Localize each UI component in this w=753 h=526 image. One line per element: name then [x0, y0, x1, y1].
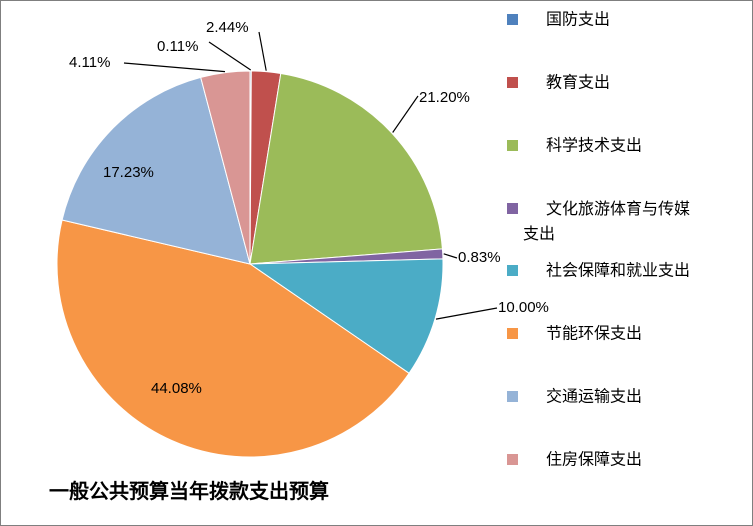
legend-label-6: 节能环保支出: [546, 324, 642, 343]
data-label-2: 2.44%: [206, 19, 249, 36]
leader-line-4: [443, 253, 458, 259]
data-label-6: 44.08%: [151, 380, 202, 397]
pie-slice-7: [61, 76, 251, 265]
chart-title: 一般公共预算当年拨款支出预算: [49, 479, 329, 503]
data-label-8: 4.11%: [69, 54, 110, 71]
data-label-5: 10.00%: [498, 299, 549, 316]
legend-swatch-2: [507, 77, 518, 88]
legend-swatch-8: [507, 454, 518, 465]
legend-swatch-1: [507, 14, 518, 25]
legend-label-7: 交通运输支出: [546, 387, 642, 406]
legend-swatch-4: [507, 203, 518, 214]
legend-label-1: 国防支出: [546, 10, 610, 29]
leader-lines: [123, 31, 498, 320]
legend-label-2: 教育支出: [546, 73, 610, 92]
legend-swatch-5: [507, 265, 518, 276]
data-label-4: 0.83%: [458, 249, 501, 266]
legend: 国防支出教育支出科学技术支出文化旅游体育与传媒支出社会保障和就业支出节能环保支出…: [507, 10, 690, 469]
pie-slice-8: [200, 70, 251, 265]
legend-label-3: 科学技术支出: [546, 136, 642, 155]
legend-label-4: 文化旅游体育与传媒支出: [523, 199, 690, 243]
legend-swatch-3: [507, 140, 518, 151]
legend-label-5: 社会保障和就业支出: [546, 261, 690, 280]
leader-line-5: [435, 307, 498, 320]
data-label-3: 21.20%: [419, 89, 470, 106]
leader-line-2: [258, 31, 267, 71]
pie-slice-5: [248, 258, 444, 374]
leader-line-8: [123, 62, 226, 73]
legend-swatch-6: [507, 328, 518, 339]
pie-slice-6: [56, 219, 410, 458]
legend-label-8: 住房保障支出: [546, 450, 642, 469]
data-label-1: 0.11%: [157, 38, 198, 55]
legend-swatch-7: [507, 391, 518, 402]
pie-slice-3: [249, 72, 443, 265]
leader-line-1: [208, 41, 252, 71]
leader-line-3: [392, 95, 419, 133]
data-labels: 0.11% 2.44% 21.20% 0.83% 10.00% 44.08% 17.23% 4…: [69, 19, 549, 397]
pie-slices: [56, 70, 444, 458]
data-label-7: 17.23%: [103, 164, 154, 181]
